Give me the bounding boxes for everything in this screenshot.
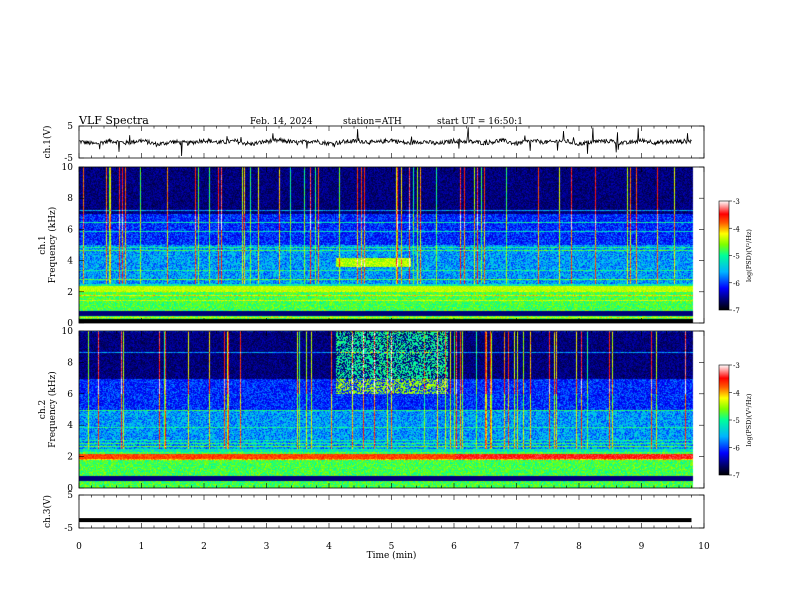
x-tick-label: 9: [639, 542, 645, 552]
colorbar-tick-label: -6: [733, 445, 740, 453]
colorbar-tick-label: -5: [733, 417, 740, 425]
colorbar-tick-label: -7: [733, 307, 740, 315]
date-label: Feb. 14, 2024: [250, 117, 313, 127]
y-tick-label: 10: [62, 327, 74, 337]
y-tick-label: 8: [67, 194, 73, 204]
y-tick-label: 8: [67, 358, 73, 368]
ch2-spectrogram-colorbar: [718, 364, 730, 476]
x-tick-label: 10: [698, 542, 710, 552]
ch1-waveform-trace: [78, 127, 692, 157]
y-tick-label: 5: [67, 491, 73, 501]
x-tick-label: 4: [326, 542, 332, 552]
y-tick-label: -5: [64, 154, 73, 164]
ch1-spectrogram-ylabel: Frequency (kHz): [47, 207, 58, 284]
x-tick-label: 6: [451, 542, 457, 552]
ch1-spectrogram-ylabel: ch.1: [38, 235, 48, 254]
y-tick-label: 0: [67, 319, 73, 329]
ch1-spectrogram-colorbar: [718, 200, 730, 311]
figure-title: VLF Spectra: [78, 114, 149, 127]
y-tick-label: 6: [67, 225, 73, 235]
ch3-waveform-panel: 5 -5 ch.3(V): [42, 491, 705, 534]
y-tick-label: 10: [62, 163, 74, 173]
ch1-spectrogram-panel: 0 2 4 6 8 10 ch.1 Frequency (kHz) -3 -4 -5 -6 -7 log(…: [38, 163, 753, 329]
start-time-label: start UT = 16:50:1: [437, 117, 523, 127]
ch2-spectrogram-colorbar-label: log(PSD)(V²/Hz): [745, 393, 753, 446]
ch2-spectrogram-panel: 0 2 4 6 8 10 ch.2 Frequency (kHz) -3 -4 -5 -6 -7 log(…: [38, 327, 753, 494]
colorbar-tick-label: -6: [733, 280, 740, 288]
ch2-spectrogram-ylabel: ch.2: [38, 400, 48, 419]
x-axis-label: Time (min): [367, 550, 417, 561]
x-tick-label: 3: [264, 542, 270, 552]
y-tick-label: -5: [64, 524, 73, 534]
ch2-spectrogram-heatmap: [79, 331, 704, 488]
y-tick-label: 2: [67, 453, 73, 463]
y-tick-label: 0: [67, 484, 73, 494]
x-axis: 0 1 2 3 4 5 6 7 8 9 10 Time (min): [76, 542, 710, 561]
colorbar-tick-label: -4: [733, 390, 740, 398]
x-tick-label: 8: [576, 542, 582, 552]
y-tick-label: 4: [67, 421, 73, 431]
colorbar-tick-label: -7: [733, 472, 740, 480]
x-tick-label: 5: [389, 542, 395, 552]
station-label: station=ATH: [343, 117, 402, 127]
y-tick-label: 2: [67, 288, 73, 298]
colorbar-tick-label: -3: [733, 198, 740, 206]
y-tick-label: 6: [67, 390, 73, 400]
y-tick-label: 4: [67, 257, 73, 267]
ch1-spectrogram-colorbar-label: log(PSD)(V²/Hz): [745, 229, 753, 282]
colorbar-tick-label: -5: [733, 253, 740, 261]
x-tick-label: 0: [76, 542, 82, 552]
ch2-spectrogram-ylabel: Frequency (kHz): [47, 371, 58, 448]
x-tick-label: 7: [514, 542, 520, 552]
ch1-spectrogram-heatmap: [79, 167, 704, 323]
ch1-waveform-ylabel: ch.1(V): [42, 126, 53, 159]
x-tick-label: 1: [139, 542, 145, 552]
x-tick-label: 2: [201, 542, 207, 552]
colorbar-tick-label: -3: [733, 362, 740, 370]
ch1-waveform-panel: 5 -5 ch.1(V): [42, 122, 705, 164]
y-tick-label: 5: [67, 122, 73, 132]
ch3-waveform-ylabel: ch.3(V): [42, 495, 53, 528]
colorbar-tick-label: -4: [733, 225, 740, 233]
